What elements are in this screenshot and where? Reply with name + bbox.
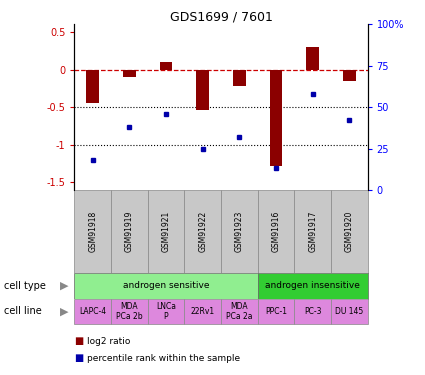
Bar xyxy=(294,298,331,324)
Bar xyxy=(86,69,99,104)
Bar xyxy=(306,47,319,69)
Text: androgen sensitive: androgen sensitive xyxy=(123,281,209,290)
Text: GSM91918: GSM91918 xyxy=(88,211,97,252)
Bar xyxy=(148,298,184,324)
Text: ▶: ▶ xyxy=(60,280,68,291)
Text: ■: ■ xyxy=(74,336,84,346)
Bar xyxy=(74,273,258,298)
Text: cell line: cell line xyxy=(4,306,42,316)
Text: GSM91916: GSM91916 xyxy=(272,211,280,252)
Text: LNCa
P: LNCa P xyxy=(156,302,176,321)
Text: GSM91917: GSM91917 xyxy=(308,211,317,252)
Bar xyxy=(184,298,221,324)
Bar xyxy=(331,298,368,324)
Bar xyxy=(269,69,282,166)
Bar xyxy=(258,273,368,298)
Text: percentile rank within the sample: percentile rank within the sample xyxy=(87,354,240,363)
Text: GSM91920: GSM91920 xyxy=(345,211,354,252)
Bar xyxy=(74,298,111,324)
Text: cell type: cell type xyxy=(4,280,46,291)
Bar xyxy=(343,69,356,81)
Bar xyxy=(331,190,368,273)
Text: DU 145: DU 145 xyxy=(335,307,363,316)
Text: log2 ratio: log2 ratio xyxy=(87,337,130,346)
Text: GSM91922: GSM91922 xyxy=(198,211,207,252)
Text: 22Rv1: 22Rv1 xyxy=(190,307,215,316)
Text: MDA
PCa 2b: MDA PCa 2b xyxy=(116,302,143,321)
Bar xyxy=(160,62,173,69)
Bar xyxy=(184,190,221,273)
Bar xyxy=(111,190,148,273)
Bar xyxy=(148,190,184,273)
Text: ▶: ▶ xyxy=(60,306,68,316)
Text: LAPC-4: LAPC-4 xyxy=(79,307,106,316)
Text: MDA
PCa 2a: MDA PCa 2a xyxy=(226,302,252,321)
Text: PC-3: PC-3 xyxy=(304,307,321,316)
Bar xyxy=(233,69,246,86)
Text: GSM91919: GSM91919 xyxy=(125,211,134,252)
Title: GDS1699 / 7601: GDS1699 / 7601 xyxy=(170,10,272,23)
Bar xyxy=(294,190,331,273)
Bar xyxy=(196,69,209,110)
Text: GSM91921: GSM91921 xyxy=(162,211,170,252)
Bar xyxy=(258,298,294,324)
Bar xyxy=(74,190,111,273)
Bar xyxy=(221,298,258,324)
Text: PPC-1: PPC-1 xyxy=(265,307,287,316)
Bar xyxy=(258,190,294,273)
Bar xyxy=(221,190,258,273)
Bar xyxy=(123,69,136,77)
Text: GSM91923: GSM91923 xyxy=(235,211,244,252)
Text: ■: ■ xyxy=(74,353,84,363)
Bar xyxy=(111,298,148,324)
Text: androgen insensitive: androgen insensitive xyxy=(265,281,360,290)
